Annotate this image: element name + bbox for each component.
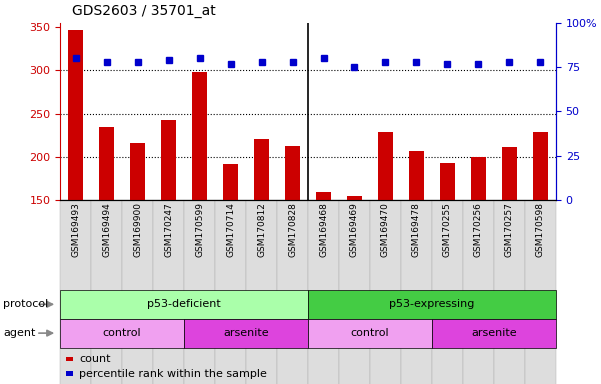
Bar [161, 121, 176, 200]
Bar [532, 132, 548, 200]
Text: arsenite: arsenite [223, 328, 269, 338]
Bar [254, 139, 269, 200]
Text: p53-deficient: p53-deficient [147, 299, 221, 310]
Text: count: count [79, 354, 111, 364]
Bar [370, 200, 401, 384]
Bar [440, 163, 455, 200]
Bar [223, 164, 238, 200]
Bar [432, 200, 463, 384]
Bar [184, 200, 215, 384]
Bar [192, 72, 207, 200]
Bar [277, 200, 308, 384]
Bar [494, 200, 525, 384]
Bar [525, 200, 556, 384]
Bar [91, 200, 122, 384]
Bar [60, 200, 91, 384]
Text: control: control [103, 328, 141, 338]
Bar [463, 200, 494, 384]
Bar [339, 200, 370, 384]
Bar [471, 157, 486, 200]
Bar [409, 151, 424, 200]
Text: GDS2603 / 35701_at: GDS2603 / 35701_at [72, 4, 216, 18]
Bar [130, 143, 145, 200]
Text: control: control [350, 328, 389, 338]
Bar [347, 196, 362, 200]
Bar [316, 192, 331, 200]
Bar [68, 30, 84, 200]
Bar [401, 200, 432, 384]
Text: percentile rank within the sample: percentile rank within the sample [79, 369, 267, 379]
Bar [246, 200, 277, 384]
Bar [153, 200, 184, 384]
Text: p53-expressing: p53-expressing [389, 299, 475, 310]
Text: arsenite: arsenite [471, 328, 517, 338]
Bar [99, 127, 114, 200]
Bar [285, 146, 300, 200]
Text: protocol: protocol [3, 299, 48, 310]
Bar [215, 200, 246, 384]
Bar [308, 200, 339, 384]
Bar [502, 147, 517, 200]
Bar [378, 132, 393, 200]
Bar [122, 200, 153, 384]
Text: agent: agent [3, 328, 35, 338]
